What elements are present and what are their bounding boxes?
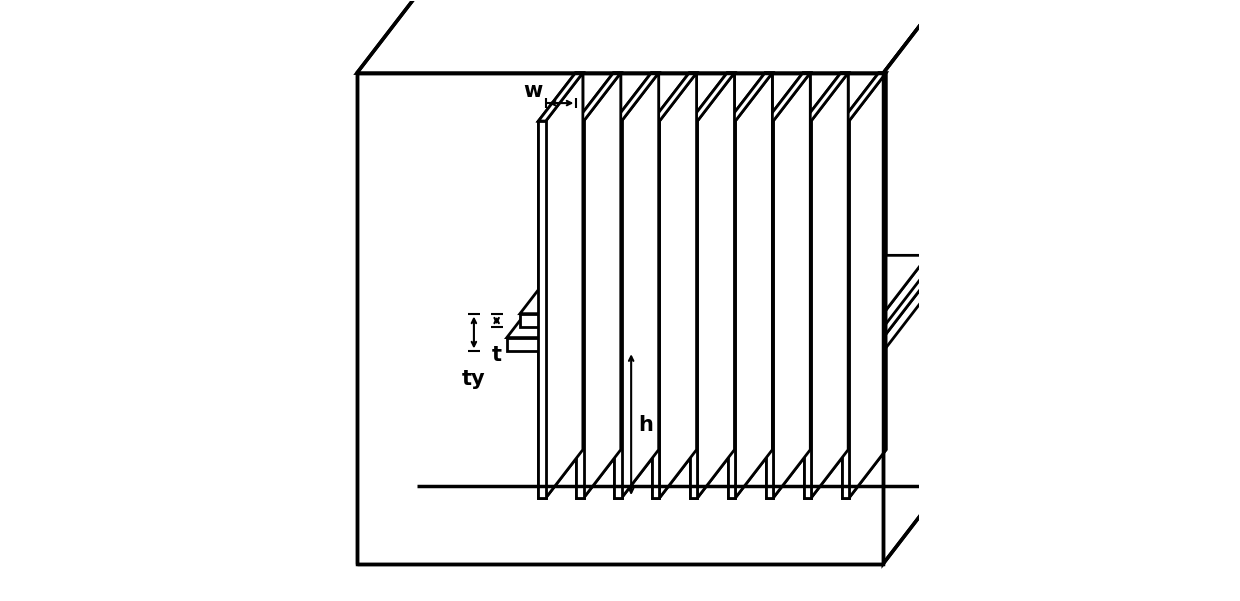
Polygon shape — [614, 73, 658, 121]
Polygon shape — [614, 73, 658, 121]
Polygon shape — [614, 121, 621, 498]
Polygon shape — [766, 73, 810, 121]
Polygon shape — [774, 73, 810, 498]
Polygon shape — [689, 121, 697, 498]
Polygon shape — [507, 338, 883, 352]
Polygon shape — [538, 73, 583, 121]
Polygon shape — [811, 73, 848, 498]
Polygon shape — [883, 255, 928, 328]
Polygon shape — [735, 73, 773, 498]
Polygon shape — [883, 279, 928, 352]
Text: t: t — [491, 346, 502, 365]
Polygon shape — [774, 73, 810, 498]
Polygon shape — [546, 73, 583, 498]
Polygon shape — [660, 73, 697, 498]
Polygon shape — [507, 279, 928, 338]
Polygon shape — [660, 73, 697, 498]
Polygon shape — [735, 73, 773, 498]
Polygon shape — [652, 121, 660, 498]
Polygon shape — [811, 73, 848, 498]
Polygon shape — [357, 0, 944, 73]
Polygon shape — [577, 121, 584, 498]
Polygon shape — [697, 73, 734, 498]
Polygon shape — [577, 73, 621, 121]
Polygon shape — [728, 121, 735, 498]
Polygon shape — [804, 73, 848, 121]
Text: w: w — [523, 81, 543, 101]
Polygon shape — [577, 121, 584, 498]
Polygon shape — [804, 121, 811, 498]
Polygon shape — [621, 73, 658, 498]
Polygon shape — [728, 73, 773, 121]
Polygon shape — [728, 121, 735, 498]
Polygon shape — [584, 73, 621, 498]
Polygon shape — [849, 73, 887, 498]
Text: ty: ty — [463, 369, 486, 389]
Text: h: h — [639, 415, 653, 435]
Polygon shape — [842, 121, 849, 498]
Polygon shape — [728, 73, 773, 121]
Polygon shape — [842, 73, 887, 121]
Polygon shape — [546, 73, 583, 498]
Polygon shape — [689, 73, 734, 121]
Polygon shape — [520, 255, 928, 314]
Polygon shape — [804, 73, 848, 121]
Polygon shape — [538, 73, 583, 121]
Polygon shape — [520, 314, 883, 328]
Polygon shape — [689, 121, 697, 498]
Polygon shape — [357, 73, 883, 564]
Polygon shape — [766, 121, 774, 498]
Polygon shape — [883, 0, 944, 564]
Polygon shape — [652, 73, 697, 121]
Polygon shape — [538, 121, 546, 498]
Polygon shape — [652, 73, 697, 121]
Polygon shape — [621, 73, 658, 498]
Polygon shape — [584, 73, 621, 498]
Polygon shape — [766, 121, 774, 498]
Polygon shape — [804, 121, 811, 498]
Polygon shape — [697, 73, 734, 498]
Polygon shape — [652, 121, 660, 498]
Polygon shape — [614, 121, 621, 498]
Polygon shape — [689, 73, 734, 121]
Polygon shape — [842, 121, 849, 498]
Polygon shape — [577, 73, 621, 121]
Polygon shape — [766, 73, 810, 121]
Polygon shape — [849, 73, 887, 498]
Polygon shape — [538, 121, 546, 498]
Polygon shape — [842, 73, 887, 121]
